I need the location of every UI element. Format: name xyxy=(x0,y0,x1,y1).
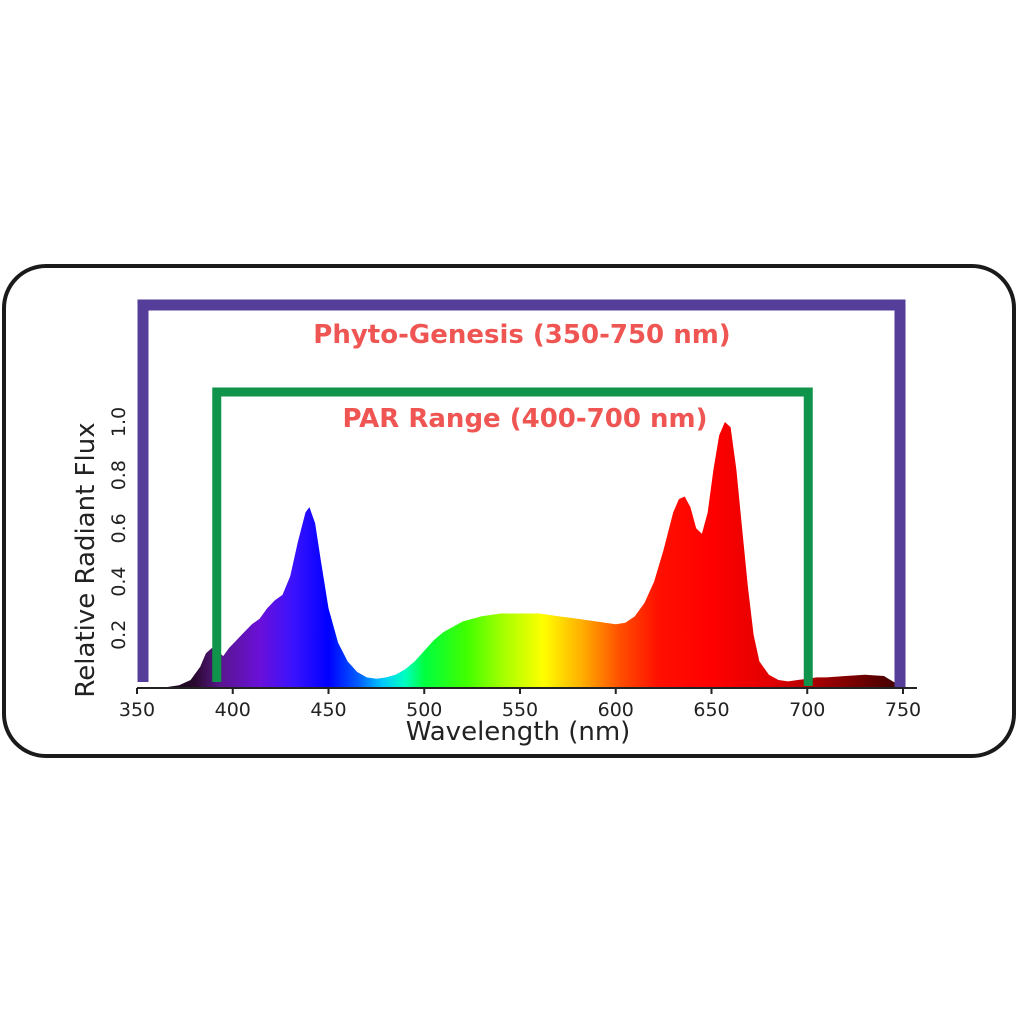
phyto-genesis-label: Phyto-Genesis (350-750 nm) xyxy=(313,320,730,350)
x-tick-label: 350 xyxy=(119,699,155,721)
par-range-label: PAR Range (400-700 nm) xyxy=(343,404,708,434)
x-tick-label: 650 xyxy=(693,699,729,721)
y-tick-label: 0.2 xyxy=(108,620,130,650)
x-tick-label: 600 xyxy=(598,699,634,721)
x-tick-label: 550 xyxy=(502,699,538,721)
plot-area xyxy=(146,422,900,688)
y-tick-label: 0.8 xyxy=(108,460,130,490)
x-tick-label: 450 xyxy=(310,699,346,721)
x-axis-ticks: 350 400 450 500 550 600 650 700 750 xyxy=(119,688,921,721)
axes: 350 400 450 500 550 600 650 700 750 0.2 0.4 0.6 0.8… xyxy=(71,407,921,747)
y-tick-label: 1.0 xyxy=(108,407,130,437)
spectrum-area xyxy=(146,422,900,688)
y-tick-label: 0.4 xyxy=(108,566,130,596)
x-axis-title: Wavelength (nm) xyxy=(406,717,631,747)
par-range-bracket xyxy=(212,387,813,686)
y-tick-label: 0.6 xyxy=(108,513,130,543)
x-tick-label: 400 xyxy=(215,699,251,721)
y-axis-ticks: 0.2 0.4 0.6 0.8 1.0 xyxy=(108,407,130,650)
band-brackets: Phyto-Genesis (350-750 nm) PAR Range (40… xyxy=(137,299,906,688)
x-tick-label: 750 xyxy=(885,699,921,721)
phyto-genesis-bracket xyxy=(137,299,906,688)
x-tick-label: 500 xyxy=(406,699,442,721)
y-axis-title: Relative Radiant Flux xyxy=(71,422,101,697)
x-tick-label: 700 xyxy=(789,699,825,721)
